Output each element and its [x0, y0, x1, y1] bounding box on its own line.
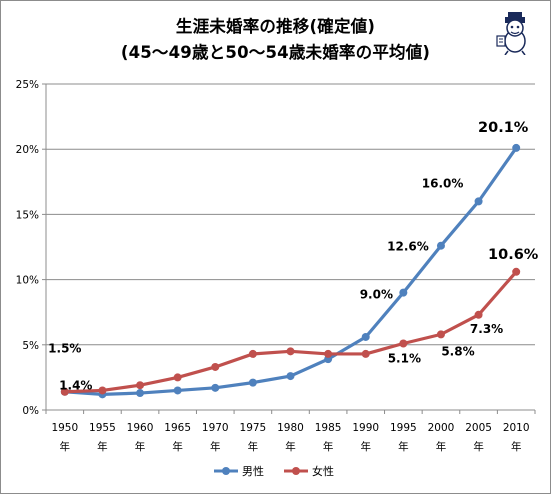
data-point-male — [136, 389, 145, 398]
data-point-female — [436, 330, 445, 339]
x-tick-suffix: 年 — [60, 440, 71, 453]
x-tick-suffix: 年 — [473, 440, 484, 453]
x-tick-label: 1980 — [277, 422, 304, 434]
x-tick-suffix: 年 — [97, 440, 108, 453]
data-point-female — [136, 381, 145, 390]
x-tick-label: 1955 — [89, 422, 116, 434]
x-tick-label: 1965 — [164, 422, 191, 434]
y-tick-label: 10% — [16, 275, 39, 287]
data-point-male — [512, 143, 521, 152]
x-tick-suffix: 年 — [360, 440, 371, 453]
x-tick-label: 1995 — [390, 422, 417, 434]
mascot-icon — [496, 12, 526, 55]
legend-marker — [292, 467, 300, 475]
data-label: 20.1% — [478, 120, 529, 136]
x-tick-suffix: 年 — [172, 440, 183, 453]
y-tick-label: 20% — [16, 144, 39, 156]
x-tick-label: 1985 — [315, 422, 342, 434]
data-point-female — [324, 349, 333, 358]
legend-marker — [222, 467, 230, 475]
y-tick-label: 5% — [22, 340, 39, 352]
x-tick-suffix: 年 — [135, 440, 146, 453]
x-tick-label: 1950 — [51, 422, 78, 434]
data-point-male — [474, 197, 483, 206]
chart-subtitle: (45～49歳と50～54歳未婚率の平均値) — [120, 43, 431, 62]
data-label: 12.6% — [387, 240, 429, 254]
data-label: 16.0% — [422, 176, 464, 190]
data-label: 9.0% — [360, 288, 393, 302]
data-point-male — [173, 386, 182, 395]
data-point-female — [98, 386, 107, 395]
legend-label: 男性 — [242, 464, 264, 478]
legend-label: 女性 — [312, 464, 334, 478]
data-point-male — [248, 378, 257, 387]
x-tick-suffix: 年 — [323, 440, 334, 453]
data-label: 1.4% — [59, 379, 92, 393]
x-tick-label: 1990 — [352, 422, 379, 434]
x-tick-suffix: 年 — [511, 440, 522, 453]
y-tick-label: 15% — [16, 209, 39, 221]
data-point-male — [211, 383, 220, 392]
x-tick-label: 1960 — [127, 422, 154, 434]
data-label: 5.8% — [441, 344, 474, 358]
x-tick-label: 2010 — [503, 422, 530, 434]
data-point-female — [248, 349, 257, 358]
x-tick-suffix: 年 — [285, 440, 296, 453]
data-point-female — [512, 267, 521, 276]
chart-title: 生涯未婚率の推移(確定値) — [175, 17, 376, 36]
x-tick-suffix: 年 — [210, 440, 221, 453]
data-point-female — [211, 362, 220, 371]
data-label: 10.6% — [488, 247, 539, 263]
y-tick-label: 0% — [22, 405, 39, 417]
data-point-female — [173, 373, 182, 382]
y-tick-label: 25% — [16, 79, 39, 91]
x-tick-label: 2000 — [428, 422, 455, 434]
data-point-female — [399, 339, 408, 348]
data-point-male — [436, 241, 445, 250]
x-tick-suffix: 年 — [436, 440, 447, 453]
data-point-male — [361, 332, 370, 341]
data-point-male — [286, 372, 295, 381]
data-label: 7.3% — [470, 322, 503, 336]
x-tick-suffix: 年 — [248, 440, 259, 453]
data-label: 1.5% — [48, 342, 81, 356]
x-tick-label: 1970 — [202, 422, 229, 434]
x-tick-label: 2005 — [465, 422, 492, 434]
x-tick-suffix: 年 — [398, 440, 409, 453]
data-point-male — [399, 288, 408, 297]
data-point-female — [286, 347, 295, 356]
data-point-female — [474, 310, 483, 319]
data-point-female — [60, 387, 69, 396]
data-point-female — [361, 349, 370, 358]
x-tick-label: 1975 — [240, 422, 267, 434]
data-label: 5.1% — [388, 351, 421, 365]
